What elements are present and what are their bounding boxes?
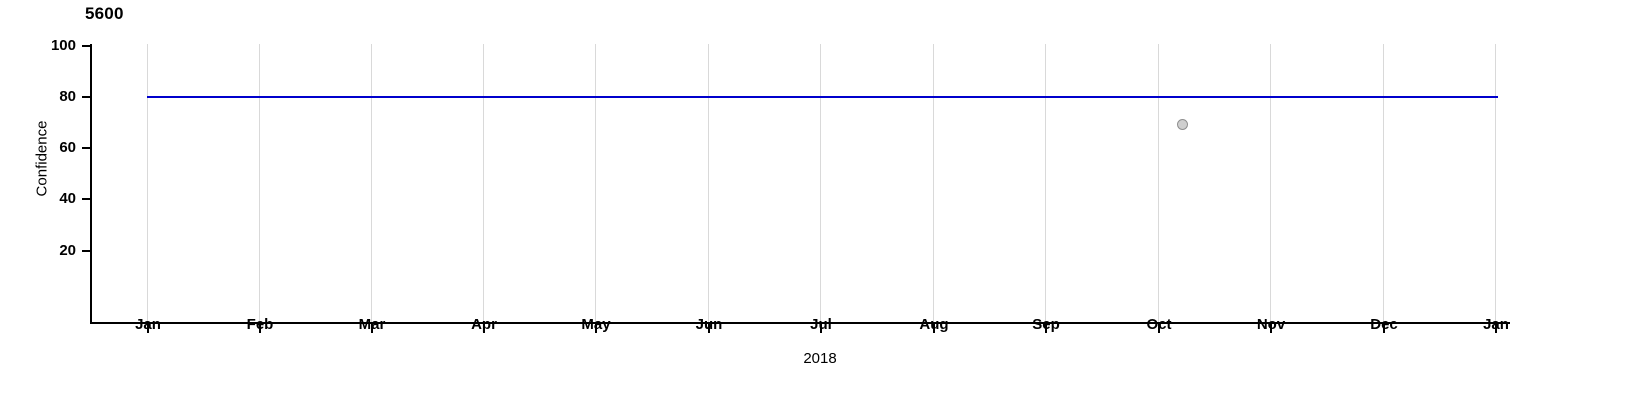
y-tick-label-80: 80	[59, 88, 76, 105]
gridline-sep	[1045, 44, 1046, 322]
x-axis-spine	[90, 322, 1510, 324]
x-tick-label-jul: Jul	[810, 316, 832, 333]
x-tick-mark-jan	[147, 324, 149, 333]
gridline-jan-next	[1495, 44, 1496, 322]
gridline-oct	[1158, 44, 1159, 322]
y-tick-label-60: 60	[59, 139, 76, 156]
gridline-jul	[820, 44, 821, 322]
gridline-feb	[259, 44, 260, 322]
x-tick-mark-jan-next	[1495, 324, 1497, 333]
gridline-nov	[1270, 44, 1271, 322]
x-tick-label-apr: Apr	[471, 316, 497, 333]
y-tick-mark-80	[82, 96, 91, 98]
gridline-apr	[483, 44, 484, 322]
x-axis-caption: 2018	[803, 350, 837, 367]
x-tick-label-nov: Nov	[1256, 316, 1286, 333]
y-tick-mark-20	[82, 250, 91, 252]
gridline-may	[595, 44, 596, 322]
x-tick-mark-mar	[371, 324, 373, 333]
x-tick-mark-sep	[1045, 324, 1047, 333]
x-tick-label-jan-next: Jan	[1483, 316, 1509, 333]
chart-title: 5600	[85, 4, 124, 23]
x-tick-label-sep: Sep	[1032, 316, 1060, 333]
x-tick-mark-aug	[933, 324, 935, 333]
x-tick-mark-oct	[1158, 324, 1160, 333]
x-tick-label-mar: Mar	[358, 316, 386, 333]
y-tick-label-100: 100	[50, 37, 76, 54]
x-tick-mark-feb	[259, 324, 261, 333]
x-tick-label-aug: Aug	[919, 316, 949, 333]
x-tick-label-jun: Jun	[695, 316, 723, 333]
y-tick-mark-40	[82, 198, 91, 200]
x-tick-mark-apr	[483, 324, 485, 333]
y-tick-label-40: 40	[59, 190, 76, 207]
y-tick-mark-60	[82, 147, 91, 149]
x-tick-label-may: May	[581, 316, 611, 333]
y-tick-label-20: 20	[59, 242, 76, 259]
gridline-jan	[147, 44, 148, 322]
gridline-mar	[371, 44, 372, 322]
gridline-aug	[933, 44, 934, 322]
x-tick-mark-dec	[1383, 324, 1385, 333]
y-tick-mark-100	[82, 45, 91, 47]
gridline-jun	[708, 44, 709, 322]
threshold-line-series	[147, 96, 1498, 98]
x-tick-label-dec: Dec	[1370, 316, 1398, 333]
x-tick-label-feb: Feb	[246, 316, 274, 333]
data-point-observation	[1177, 119, 1188, 130]
x-tick-mark-nov	[1270, 324, 1272, 333]
x-tick-label-jan: Jan	[135, 316, 161, 333]
x-tick-mark-may	[595, 324, 597, 333]
x-tick-mark-jul	[820, 324, 822, 333]
y-axis-spine	[90, 44, 92, 324]
gridline-dec	[1383, 44, 1384, 322]
x-tick-label-oct: Oct	[1146, 316, 1172, 333]
x-tick-mark-jun	[708, 324, 710, 333]
